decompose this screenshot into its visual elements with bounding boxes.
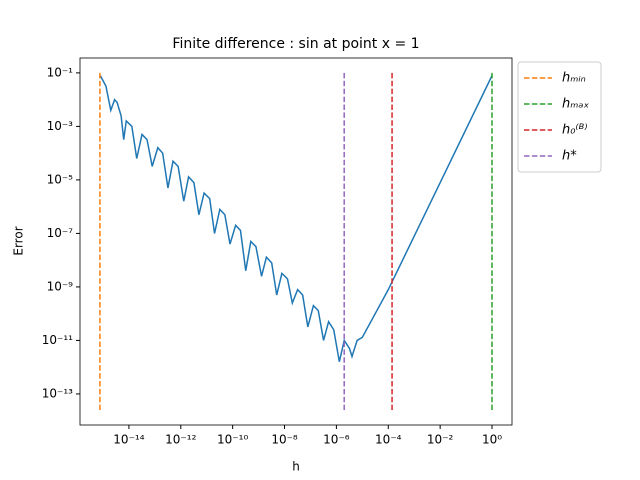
legend-label: h*	[562, 149, 577, 164]
y-tick-label: 10⁻³	[47, 119, 74, 133]
x-tick-label: 10⁻⁸	[271, 433, 298, 447]
data-line	[99, 75, 493, 362]
y-tick-label: 10⁻¹¹	[42, 333, 73, 347]
x-tick-label: 10⁰	[482, 433, 502, 447]
y-tick-label: 10⁻¹	[47, 65, 74, 79]
legend-box	[517, 61, 602, 173]
y-axis-label: Error	[12, 226, 26, 255]
legend-label: h₀⁽ᴮ⁾	[562, 123, 587, 138]
x-tick-label: 10⁻⁴	[375, 433, 402, 447]
x-tick-label: 10⁻¹²	[165, 433, 196, 447]
legend-label: hₘᵢₙ	[562, 71, 586, 86]
legend-label: hₘₐₓ	[562, 97, 589, 112]
x-tick-label: 10⁻²	[427, 433, 454, 447]
x-tick-label: 10⁻⁶	[323, 433, 350, 447]
y-tick-label: 10⁻⁹	[47, 279, 74, 293]
x-tick-label: 10⁻¹⁴	[113, 433, 144, 447]
y-tick-label: 10⁻¹³	[42, 386, 73, 400]
plot-frame	[79, 57, 513, 426]
y-tick-label: 10⁻⁵	[47, 172, 74, 186]
chart-title: Finite difference : sin at point x = 1	[172, 36, 419, 52]
x-axis-label: h	[292, 460, 300, 474]
y-tick-label: 10⁻⁷	[47, 226, 74, 240]
x-tick-label: 10⁻¹⁰	[217, 433, 248, 447]
